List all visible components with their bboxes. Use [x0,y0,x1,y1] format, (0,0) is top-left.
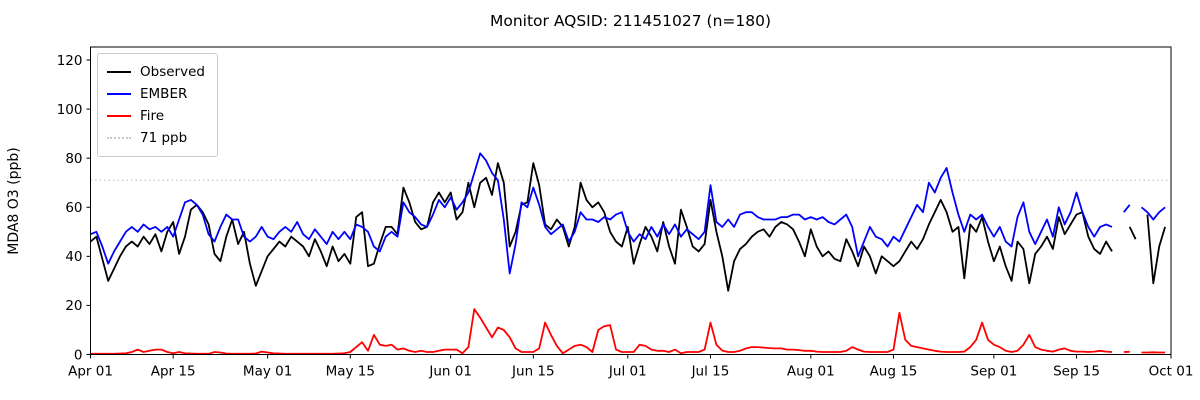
y-tick-label: 120 [57,53,83,69]
legend-entry-fire: Fire [107,105,205,127]
legend-line-sample [107,137,131,139]
y-tick-label: 20 [65,298,82,314]
plot-frame [90,46,1172,355]
legend-line-sample [107,71,131,73]
legend-entry-observed: Observed [107,61,205,83]
legend-line-sample [107,115,131,117]
x-tick-label: Apr 15 [151,364,196,380]
legend-entry-ember: EMBER [107,83,205,105]
x-tick-label: May 15 [326,364,375,380]
y-tick-label: 60 [65,200,82,216]
series-line-fire [90,308,1113,355]
x-tick-label: Jul 15 [691,364,730,380]
legend-label: Observed [140,64,205,80]
x-tick-label: Aug 01 [787,364,835,380]
x-tick-label: Apr 01 [68,364,113,380]
y-tick-label: 0 [74,347,83,363]
legend-label: EMBER [140,86,188,102]
legend-line-sample [107,93,131,95]
x-tick-label: Sep 01 [970,364,1017,380]
y-tick-label: 40 [65,249,82,265]
series-line-observed [1128,226,1137,240]
series-line-observed [1146,214,1166,285]
x-tick-label: Jun 01 [428,364,472,380]
y-tick-label: 100 [57,102,83,118]
legend-label: Fire [140,108,165,124]
series-line-ember [1140,206,1166,221]
x-tick-label: Jun 15 [511,364,555,380]
legend-entry-71-ppb: 71 ppb [107,127,205,149]
x-tick-label: Aug 15 [870,364,918,380]
legend: Observed EMBER Fire 71 ppb [97,53,218,157]
y-tick-label: 80 [65,151,82,167]
chart-title: Monitor AQSID: 211451027 (n=180) [489,12,772,30]
x-tick-label: Jul 01 [608,364,647,380]
x-tick-label: May 01 [243,364,292,380]
series-line-ember [1123,204,1131,213]
y-axis-label: MDA8 O3 (ppb) [6,147,22,255]
legend-label: 71 ppb [140,130,188,146]
series-line-observed [89,162,1113,292]
x-tick-label: Oct 01 [1149,364,1194,380]
series-line-ember [90,152,1113,275]
x-tick-label: Sep 15 [1053,364,1100,380]
